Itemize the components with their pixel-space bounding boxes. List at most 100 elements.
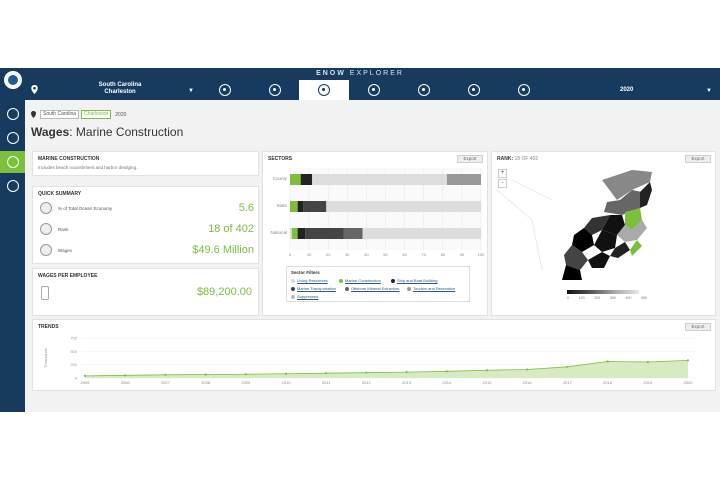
trends-export-button[interactable]: Export xyxy=(685,323,711,331)
filter-label: Living Resources xyxy=(297,278,328,283)
filter-tourism-recreation[interactable]: Tourism and Recreation xyxy=(407,286,455,291)
x-tick-label: 2009 xyxy=(241,380,251,385)
location-pin-icon xyxy=(31,85,38,94)
filter-label: Marine Transportation xyxy=(297,286,336,291)
sidebar-item-trends[interactable] xyxy=(0,175,25,197)
page-title: Wages: Marine Construction xyxy=(31,125,183,139)
bar-segment xyxy=(290,174,301,185)
sector-description-title: MARINE CONSTRUCTION xyxy=(38,156,100,162)
filter-dot xyxy=(339,278,343,283)
bar-segment xyxy=(291,228,298,239)
x-tick-label: 60 xyxy=(402,252,407,257)
legend-tick: 200 xyxy=(594,296,601,300)
wages-per-employee-value: $89,200.00 xyxy=(196,286,252,298)
category-label: State xyxy=(276,203,287,208)
marine-transportation-icon xyxy=(418,84,430,96)
bar-segment xyxy=(362,228,481,239)
trend-point xyxy=(124,374,127,377)
filter-living-resources[interactable]: Living Resources xyxy=(291,278,328,283)
rank-map-title: RANK: 18 OF 402 xyxy=(497,156,538,162)
sidebar-item-globe[interactable] xyxy=(0,103,25,125)
trends-panel: TRENDS Export 0 250 500 750 Thousands 2005 200… xyxy=(32,319,716,391)
x-tick-label: 2010 xyxy=(282,380,292,385)
county-rank-map[interactable] xyxy=(492,160,717,290)
location-selector[interactable]: South Carolina Charleston xyxy=(70,82,170,96)
filter-dot xyxy=(391,278,395,283)
trend-point xyxy=(365,371,368,374)
x-tick-label: 2017 xyxy=(563,380,573,385)
sectors-stacked-bar-chart: 0 10 20 30 40 50 60 70 80 90 100 County State Nationa… xyxy=(270,168,485,257)
employee-icon xyxy=(41,286,49,300)
x-tick-label: 90 xyxy=(460,252,465,257)
filter-suppressed[interactable]: Suppressed xyxy=(291,294,318,299)
zoom-out-button[interactable]: - xyxy=(498,179,507,188)
x-tick-label: 2008 xyxy=(201,380,211,385)
tab-offshore-mineral[interactable] xyxy=(449,80,499,100)
county-shape xyxy=(584,215,610,235)
tab-marine-construction-alt[interactable] xyxy=(250,80,300,100)
tab-tourism-recreation[interactable] xyxy=(499,80,549,100)
x-tick-label: 30 xyxy=(345,252,350,257)
breadcrumb-pin-icon xyxy=(31,111,36,118)
bar-segment xyxy=(305,228,344,239)
sectors-export-button[interactable]: Export xyxy=(457,155,483,163)
bar-segment xyxy=(300,174,313,185)
zoom-in-button[interactable]: + xyxy=(498,169,507,178)
sector-filters-box: Sector Filters Living Resources Marine C… xyxy=(286,266,470,302)
app-title-rest: EXPLORER xyxy=(345,70,404,77)
filter-ship-boat-building[interactable]: Ship and Boat Building xyxy=(391,278,437,283)
filter-marine-transportation[interactable]: Marine Transportation xyxy=(291,286,336,291)
tab-marine-transportation[interactable] xyxy=(399,80,449,100)
breadcrumb-state[interactable]: South Carolina xyxy=(40,110,80,119)
x-tick-label: 40 xyxy=(364,252,369,257)
sector-description-text: Includes beach nourishment and harbor dr… xyxy=(38,165,138,170)
trend-point xyxy=(526,368,529,371)
filter-label: Tourism and Recreation xyxy=(413,286,456,291)
trend-point xyxy=(284,372,288,375)
trend-point xyxy=(646,360,649,364)
x-tick-label: 20 xyxy=(326,252,331,257)
tab-living-resources[interactable] xyxy=(200,80,250,100)
offshore-mineral-icon xyxy=(468,84,480,96)
filter-offshore-mineral[interactable]: Offshore Mineral Extraction xyxy=(345,286,399,291)
wages-per-employee-title: WAGES PER EMPLOYEE xyxy=(38,273,98,279)
ship-boat-building-icon xyxy=(368,84,380,96)
filter-label: Offshore Mineral Extraction xyxy=(351,286,400,291)
year-dropdown-chevron-icon[interactable]: ▼ xyxy=(706,88,712,94)
tab-marine-construction[interactable] xyxy=(299,80,349,100)
summary-row-percent: % of Total Ocean Economy 5.6 xyxy=(38,199,256,219)
x-tick-label: 80 xyxy=(441,252,446,257)
app-title-bold: ENOW xyxy=(316,70,346,77)
trend-line xyxy=(84,360,689,377)
page-title-rest: : Marine Construction xyxy=(69,125,184,139)
legend-tick: 500 xyxy=(641,296,647,300)
trend-point xyxy=(566,365,569,368)
legend-tick: 400 xyxy=(625,296,632,300)
breadcrumb-city[interactable]: Charleston xyxy=(81,110,112,119)
breadcrumb: South Carolina Charleston 2020 xyxy=(31,110,126,119)
x-tick-label: 2011 xyxy=(322,380,331,385)
marine-construction-active-icon xyxy=(318,84,330,96)
summary-row-wages: Wages $49.6 Million xyxy=(38,241,256,261)
trends-icon xyxy=(6,180,19,192)
map-export-button[interactable]: Export xyxy=(685,155,711,163)
filter-marine-construction[interactable]: Marine Construction xyxy=(339,278,381,283)
county-shape xyxy=(572,228,594,252)
bar-segment xyxy=(303,201,327,212)
noaa-logo[interactable] xyxy=(4,71,22,89)
trend-point xyxy=(244,373,247,376)
living-resources-icon xyxy=(219,84,231,96)
county-shape xyxy=(610,242,630,258)
sidebar-item-explore[interactable] xyxy=(0,127,25,149)
bar-segment xyxy=(446,174,481,185)
county-shape xyxy=(625,208,642,230)
location-dropdown-chevron-icon[interactable]: ▼ xyxy=(188,88,194,94)
county-shape xyxy=(640,182,652,208)
tab-ship-boat-building[interactable] xyxy=(349,80,399,100)
x-tick-label: 2015 xyxy=(483,380,493,385)
trend-point xyxy=(445,370,448,373)
year-selector[interactable]: 2020 xyxy=(620,87,634,93)
app-window: ENOW EXPLORER South Carolina Charleston … xyxy=(0,68,720,412)
sidebar-item-economy[interactable] xyxy=(0,151,25,173)
filter-dot xyxy=(291,294,295,299)
